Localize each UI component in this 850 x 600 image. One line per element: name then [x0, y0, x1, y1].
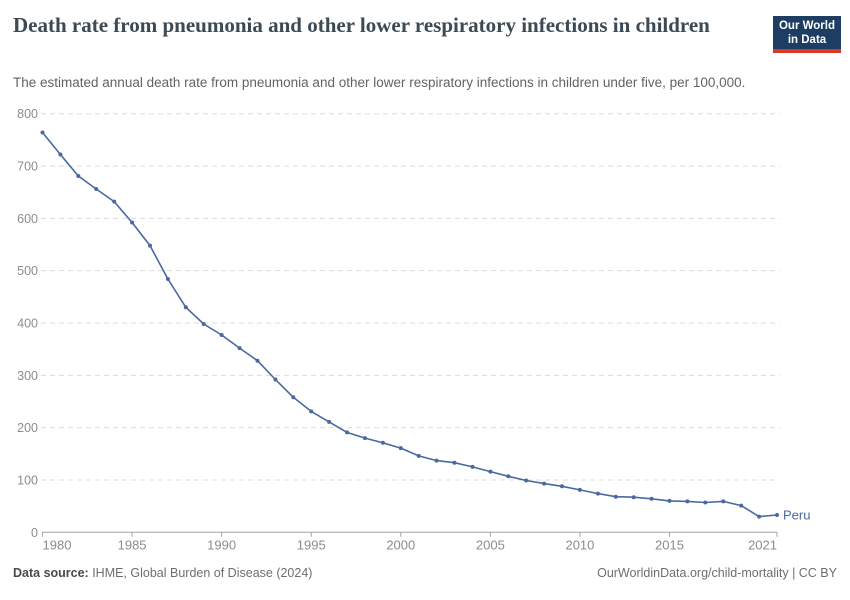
x-axis: [42, 531, 778, 537]
svg-text:0: 0: [31, 526, 38, 540]
svg-text:2000: 2000: [386, 538, 415, 553]
svg-text:800: 800: [17, 107, 38, 121]
data-source-label: Data source:: [13, 566, 89, 580]
svg-text:300: 300: [17, 369, 38, 383]
svg-text:400: 400: [17, 317, 38, 331]
owid-logo[interactable]: Our World in Data: [773, 16, 841, 53]
series-end-label[interactable]: Peru: [783, 508, 810, 523]
owid-logo-accent-bar: [773, 49, 841, 53]
chart-subtitle: The estimated annual death rate from pne…: [13, 75, 746, 90]
svg-text:1995: 1995: [297, 538, 326, 553]
svg-text:600: 600: [17, 212, 38, 226]
y-axis-labels: 0 100 200 300 400 500 600 700 800: [17, 107, 38, 540]
svg-text:500: 500: [17, 264, 38, 278]
svg-text:2010: 2010: [565, 538, 594, 553]
svg-text:1980: 1980: [43, 538, 72, 553]
svg-text:2021: 2021: [748, 538, 777, 553]
svg-text:1985: 1985: [118, 538, 147, 553]
data-points: [40, 130, 779, 519]
data-source-value: IHME, Global Burden of Disease (2024): [88, 566, 313, 580]
data-source: Data source: IHME, Global Burden of Dise…: [13, 565, 312, 581]
owid-logo-line1: Our World: [778, 20, 835, 32]
svg-text:2015: 2015: [655, 538, 684, 553]
chart-footer: Data source: IHME, Global Burden of Dise…: [13, 565, 837, 581]
svg-text:100: 100: [17, 473, 38, 487]
data-line: [41, 131, 778, 518]
owid-logo-box: Our World in Data: [773, 16, 841, 49]
svg-text:700: 700: [17, 160, 38, 174]
line-chart: 0 100 200 300 400 500 600 700 800 1980 1985 1990 199…: [17, 107, 810, 553]
chart-title: Death rate from pneumonia and other lowe…: [13, 13, 710, 37]
grid-lines: [41, 113, 780, 481]
svg-text:1990: 1990: [207, 538, 236, 553]
owid-logo-line2: in Data: [787, 34, 827, 46]
attribution-link[interactable]: OurWorldinData.org/child-mortality | CC …: [597, 566, 837, 580]
x-axis-labels: 1980 1985 1990 1995 2000 2005 2010 2015 2021: [43, 538, 778, 553]
svg-text:200: 200: [17, 421, 38, 435]
svg-text:2005: 2005: [476, 538, 505, 553]
